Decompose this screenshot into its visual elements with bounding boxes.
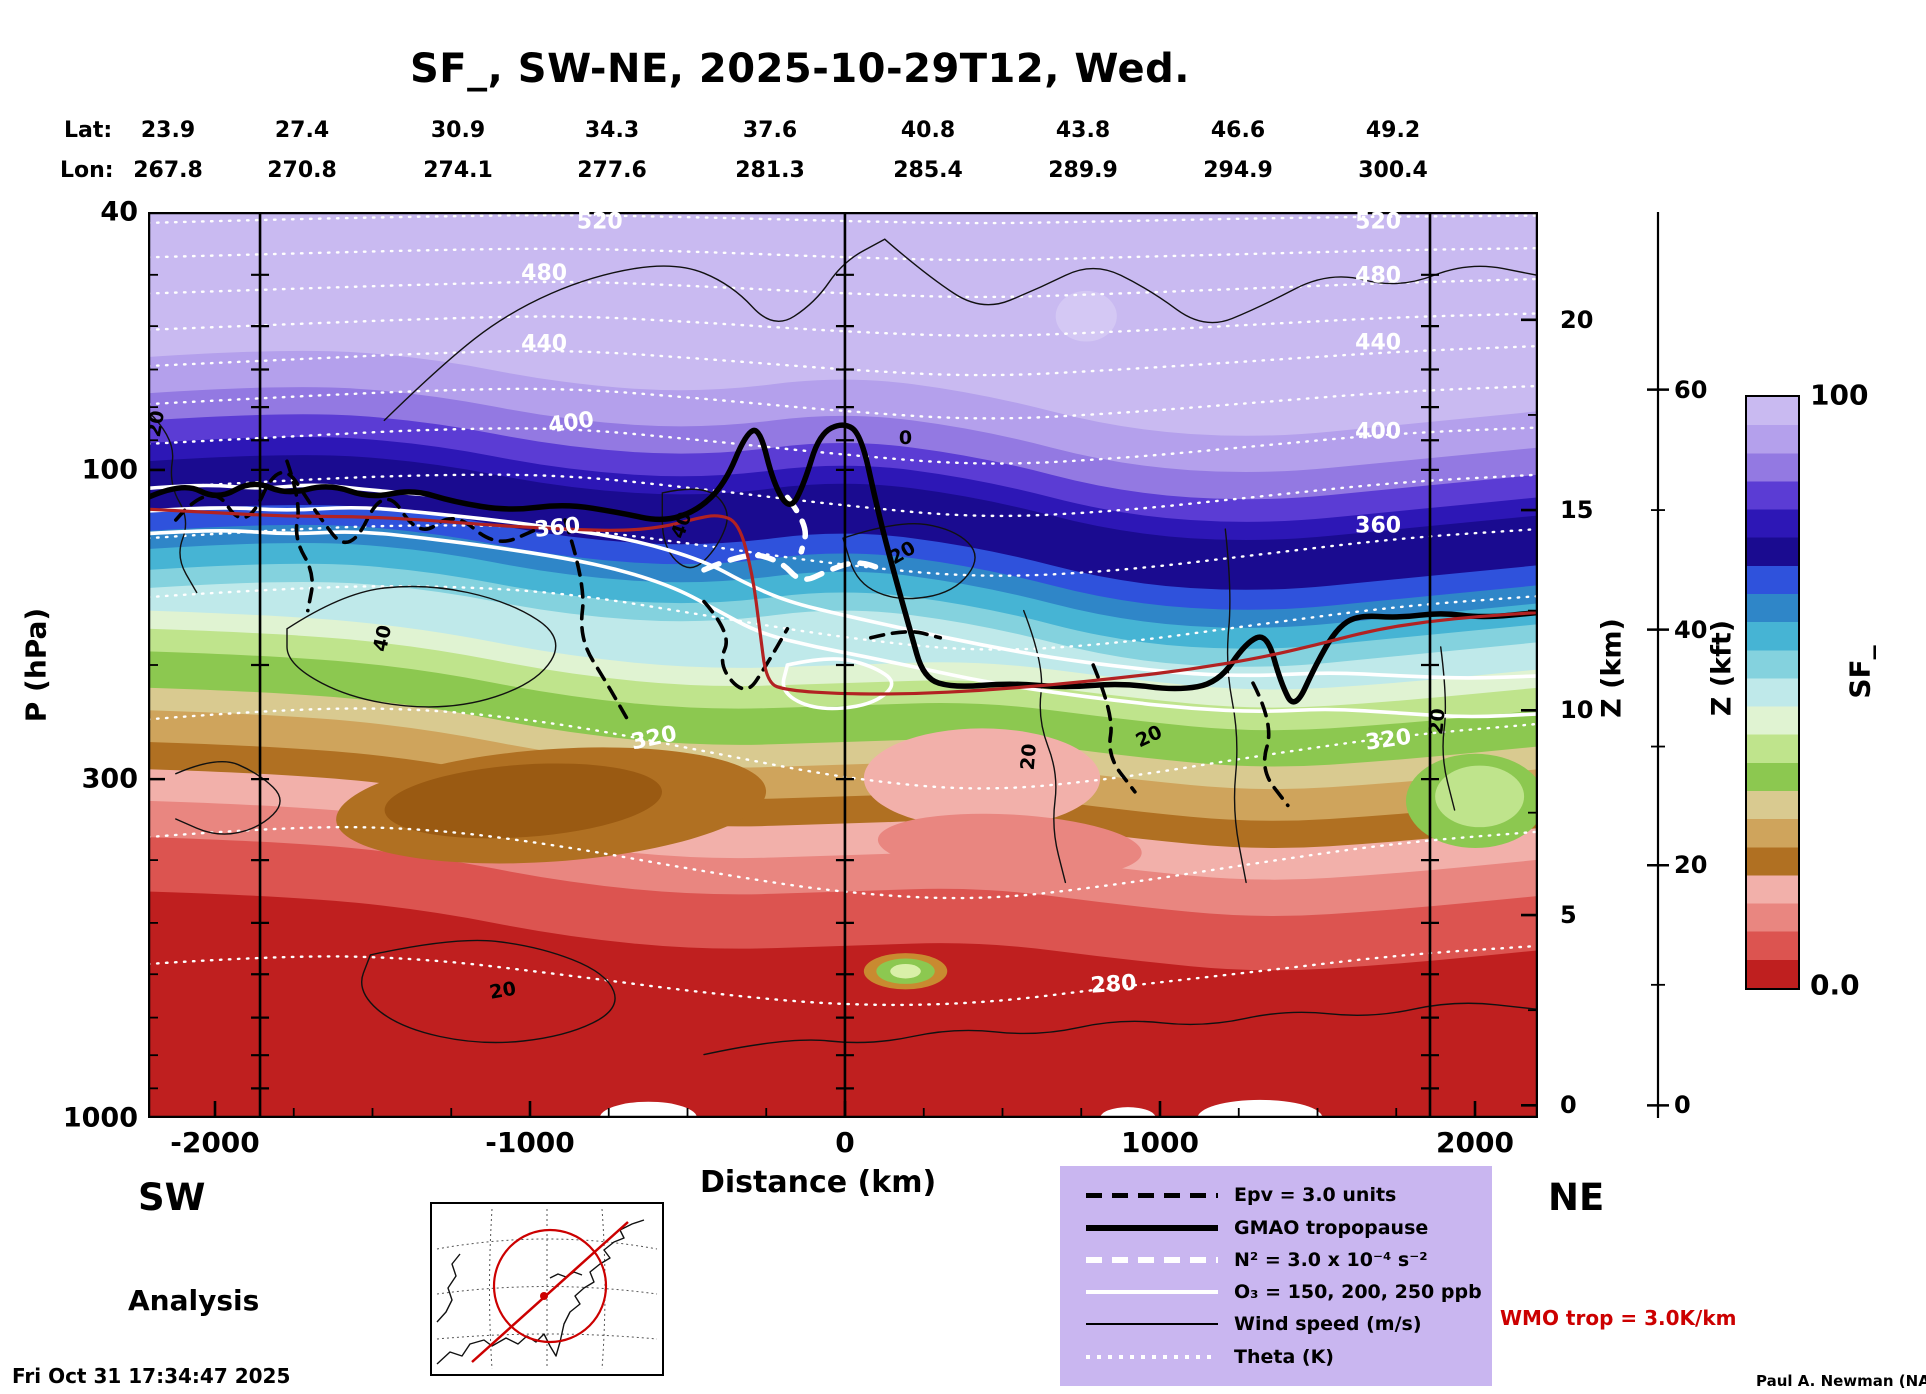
legend-label-theta: Theta (K) — [1234, 1345, 1334, 1368]
legend-label-epv: Epv = 3.0 units — [1234, 1184, 1397, 1207]
svg-text:400: 400 — [1355, 420, 1401, 445]
svg-text:480: 480 — [1355, 264, 1401, 289]
n2-line-sample — [1086, 1256, 1218, 1263]
zkft-tick-0: 0 — [1674, 1091, 1691, 1119]
colorbar-min-label: 0.0 — [1810, 968, 1860, 1002]
pressure-tick-40: 40 — [100, 196, 138, 228]
svg-text:20: 20 — [148, 409, 169, 439]
legend-item-ozone: O₃ = 150, 200, 250 ppb — [1086, 1281, 1484, 1303]
map-section-circle — [492, 1228, 608, 1344]
zkm-tick-10: 10 — [1560, 696, 1594, 724]
distance-tick-neg1000: -1000 — [485, 1126, 575, 1159]
zkm-axis-label: Z (km) — [1596, 618, 1628, 718]
svg-text:440: 440 — [521, 332, 567, 357]
pressure-tick-100: 100 — [81, 454, 138, 486]
analysis-label: Analysis — [128, 1284, 260, 1317]
footer-credit: Paul A. Newman (NASA — [1756, 1372, 1926, 1390]
lon-value: 274.1 — [423, 158, 493, 183]
lat-row-label: Lat: — [64, 118, 113, 143]
lat-value: 37.6 — [742, 118, 798, 143]
distance-axis-label: Distance (km) — [700, 1165, 937, 1200]
lon-value: 281.3 — [735, 158, 805, 183]
lon-value: 267.8 — [133, 158, 203, 183]
lat-value: 43.8 — [1055, 118, 1111, 143]
distance-tick-1000: 1000 — [1121, 1126, 1199, 1159]
zkm-tick-15: 15 — [1560, 496, 1594, 524]
lat-value: 46.6 — [1210, 118, 1266, 143]
legend-item-n2: N² = 3.0 x 10⁻⁴ s⁻² — [1086, 1249, 1484, 1271]
epv-line-sample — [1086, 1192, 1218, 1198]
legend-label-gmao: GMAO tropopause — [1234, 1216, 1429, 1239]
map-inset — [430, 1202, 664, 1376]
colorbar-title: SF_ — [1843, 645, 1877, 699]
zkft-axis — [1647, 212, 1669, 1118]
lon-value: 289.9 — [1048, 158, 1118, 183]
distance-tick-neg2000: -2000 — [170, 1126, 260, 1159]
svg-text:520: 520 — [1355, 212, 1401, 234]
legend-item-gmao-tropopause: GMAO tropopause — [1086, 1217, 1484, 1239]
svg-text:480: 480 — [521, 261, 567, 286]
pressure-axis-label: P (hPa) — [19, 607, 53, 723]
legend-label-wind: Wind speed (m/s) — [1234, 1313, 1422, 1336]
legend-label-n2: N² = 3.0 x 10⁻⁴ s⁻² — [1234, 1248, 1428, 1271]
map-coastline — [436, 1219, 645, 1365]
lat-value: 40.8 — [900, 118, 956, 143]
zkft-tick-60: 60 — [1674, 376, 1708, 404]
sw-corner-label: SW — [138, 1176, 206, 1219]
lat-value: 30.9 — [430, 118, 486, 143]
legend-label-ozone: O₃ = 150, 200, 250 ppb — [1234, 1281, 1482, 1304]
ne-corner-label: NE — [1548, 1176, 1605, 1219]
svg-text:20: 20 — [1425, 707, 1449, 735]
colorbar — [1745, 395, 1800, 990]
legend: Epv = 3.0 units GMAO tropopause N² = 3.0… — [1060, 1166, 1492, 1386]
map-center-dot — [540, 1292, 548, 1300]
zkft-axis-label: Z (kft) — [1706, 619, 1738, 717]
svg-text:520: 520 — [577, 212, 623, 234]
legend-item-wind-speed: Wind speed (m/s) — [1086, 1313, 1484, 1335]
page-title: SF_, SW-NE, 2025-10-29T12, Wed. — [410, 46, 1190, 92]
legend-item-theta: Theta (K) — [1086, 1346, 1484, 1368]
lon-value: 277.6 — [577, 158, 647, 183]
wind-speed-line-sample — [1086, 1323, 1218, 1326]
zkft-tick-40: 40 — [1674, 616, 1708, 644]
lon-value: 285.4 — [893, 158, 963, 183]
gmao-tropopause-line-sample — [1086, 1224, 1218, 1231]
zkm-tick-0: 0 — [1560, 1091, 1577, 1119]
zkm-tick-5: 5 — [1560, 901, 1577, 929]
lat-value: 23.9 — [140, 118, 196, 143]
zkft-tick-20: 20 — [1674, 851, 1708, 879]
legend-item-epv: Epv = 3.0 units — [1086, 1184, 1484, 1206]
lon-value: 270.8 — [267, 158, 337, 183]
svg-text:0: 0 — [899, 427, 912, 449]
wmo-trop-label: WMO trop = 3.0K/km — [1500, 1306, 1737, 1330]
svg-text:440: 440 — [1355, 331, 1401, 356]
lat-value: 27.4 — [274, 118, 330, 143]
svg-text:20: 20 — [1017, 743, 1041, 771]
svg-text:20: 20 — [488, 978, 518, 1004]
lat-value: 49.2 — [1365, 118, 1421, 143]
distance-tick-0: 0 — [835, 1126, 855, 1159]
ozone-line-sample — [1086, 1290, 1218, 1295]
lon-row-label: Lon: — [60, 158, 114, 183]
zkm-tick-20: 20 — [1560, 306, 1594, 334]
lon-value: 300.4 — [1358, 158, 1428, 183]
distance-tick-2000: 2000 — [1436, 1126, 1514, 1159]
lon-value: 294.9 — [1203, 158, 1273, 183]
theta-line-sample — [1086, 1354, 1218, 1359]
svg-text:360: 360 — [1355, 514, 1401, 539]
svg-text:40: 40 — [369, 623, 396, 653]
svg-text:280: 280 — [1090, 971, 1138, 999]
colorbar-max-label: 100 — [1810, 378, 1869, 412]
lat-value: 34.3 — [584, 118, 640, 143]
svg-text:360: 360 — [533, 513, 581, 543]
map-section-line — [471, 1221, 629, 1363]
footer-timestamp: Fri Oct 31 17:34:47 2025 — [12, 1364, 291, 1388]
pressure-tick-1000: 1000 — [62, 1102, 138, 1134]
pressure-tick-300: 300 — [81, 763, 138, 795]
